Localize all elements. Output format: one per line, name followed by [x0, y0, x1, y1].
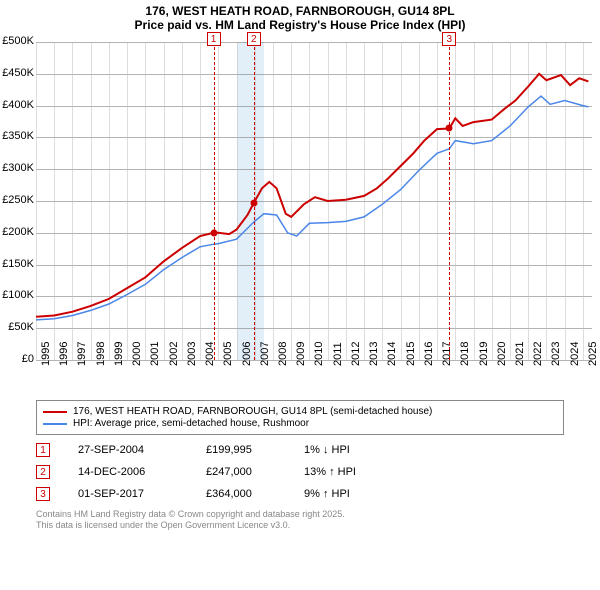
ytick-label: £200K [2, 226, 34, 238]
footer-line-1: Contains HM Land Registry data © Crown c… [36, 509, 564, 520]
sales-row: 1 27-SEP-2004 £199,995 1% ↓ HPI [36, 443, 564, 457]
ytick-label: £300K [2, 162, 34, 174]
ytick-label: £450K [2, 67, 34, 79]
footer-line-2: This data is licensed under the Open Gov… [36, 520, 564, 531]
ytick-label: £350K [2, 130, 34, 142]
sale-marker-dot [250, 199, 257, 206]
legend-swatch [43, 423, 67, 425]
sales-row-price: £199,995 [206, 444, 276, 456]
sale-marker-label: 3 [442, 32, 456, 46]
sales-row-price: £364,000 [206, 488, 276, 500]
series-hpi [36, 96, 588, 320]
ytick-label: £250K [2, 194, 34, 206]
ytick-label: £100K [2, 289, 34, 301]
legend-swatch [43, 411, 67, 413]
sales-row-price: £247,000 [206, 466, 276, 478]
price-chart: £0 £50K £100K £150K £200K £250K £300K £350K £400… [0, 36, 600, 396]
ytick-label: £50K [8, 321, 34, 333]
sale-marker-line [449, 42, 450, 360]
sales-row-num: 1 [36, 443, 50, 457]
sales-row: 3 01-SEP-2017 £364,000 9% ↑ HPI [36, 487, 564, 501]
footer: Contains HM Land Registry data © Crown c… [36, 509, 564, 532]
legend: 176, WEST HEATH ROAD, FARNBOROUGH, GU14 … [36, 400, 564, 435]
title-line-2: Price paid vs. HM Land Registry's House … [8, 18, 592, 32]
sales-row-date: 01-SEP-2017 [78, 488, 178, 500]
sales-row: 2 14-DEC-2006 £247,000 13% ↑ HPI [36, 465, 564, 479]
sales-row-num: 2 [36, 465, 50, 479]
sales-row-date: 14-DEC-2006 [78, 466, 178, 478]
sales-table: 1 27-SEP-2004 £199,995 1% ↓ HPI 2 14-DEC-2006… [36, 443, 564, 501]
ytick-label: £150K [2, 258, 34, 270]
sale-marker-dot [210, 229, 217, 236]
legend-item: HPI: Average price, semi-detached house,… [43, 418, 557, 429]
sale-marker-label: 2 [247, 32, 261, 46]
ytick-label: £400K [2, 99, 34, 111]
sales-row-pct: 1% ↓ HPI [304, 444, 394, 456]
sales-row-pct: 9% ↑ HPI [304, 488, 394, 500]
sales-row-num: 3 [36, 487, 50, 501]
sales-row-date: 27-SEP-2004 [78, 444, 178, 456]
legend-item: 176, WEST HEATH ROAD, FARNBOROUGH, GU14 … [43, 406, 557, 417]
ytick-label: £500K [2, 35, 34, 47]
sale-marker-line [214, 42, 215, 360]
sale-marker-dot [446, 125, 453, 132]
sales-row-pct: 13% ↑ HPI [304, 466, 394, 478]
sale-marker-label: 1 [207, 32, 221, 46]
ytick-label: £0 [22, 353, 34, 365]
legend-label: 176, WEST HEATH ROAD, FARNBOROUGH, GU14 … [73, 406, 432, 417]
legend-label: HPI: Average price, semi-detached house,… [73, 418, 309, 429]
series-svg [36, 42, 592, 360]
title-line-1: 176, WEST HEATH ROAD, FARNBOROUGH, GU14 … [8, 4, 592, 18]
series-price_paid [36, 74, 588, 317]
